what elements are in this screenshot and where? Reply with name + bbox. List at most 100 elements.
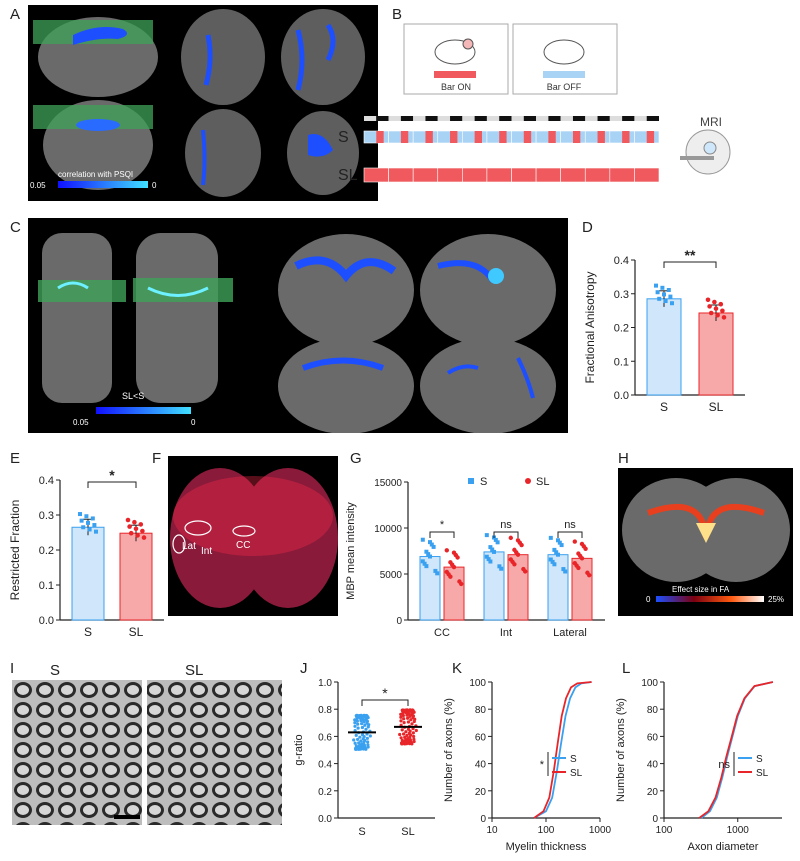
g-ratio-point-s: [364, 727, 368, 731]
g-ratio-point-sl: [400, 728, 404, 732]
data-point-s: [428, 540, 432, 545]
data-point-sl: [718, 301, 724, 307]
sl-bar-on: [634, 167, 660, 183]
y-axis-label: Number of axons (%): [615, 698, 627, 802]
colorbar-c: [96, 407, 191, 414]
g-ratio-point-sl: [399, 715, 403, 719]
sagittal-mouse: [42, 233, 112, 403]
s-bar-on: [474, 131, 482, 143]
y-tick-label: 0.0: [318, 814, 332, 825]
bar-cc-s: [419, 556, 441, 621]
data-point-s: [493, 537, 498, 542]
data-point-s: [662, 292, 666, 297]
data-point-s: [655, 290, 660, 295]
g-ratio-point-s: [364, 717, 368, 721]
bar-s: [71, 526, 105, 621]
data-point-s: [488, 545, 493, 550]
s-bar-off: [412, 130, 439, 144]
sl-bar-on: [363, 167, 389, 183]
x-tick-label: SL: [129, 625, 144, 639]
dark-phase: [499, 116, 512, 121]
x-tick-label: SL: [709, 400, 724, 414]
mbp-right-hemisphere: [238, 468, 338, 608]
panel-letter-e: E: [10, 450, 21, 467]
g-ratio-point-sl: [410, 742, 414, 746]
significance-bracket: [663, 261, 717, 268]
cdf-line-s: [533, 681, 592, 819]
blue-axial-1: [203, 34, 213, 86]
g-ratio-point-s: [362, 720, 366, 724]
light-phase: [634, 116, 647, 121]
h-effect-peak: [696, 523, 716, 543]
x-tick-label: 1000: [727, 825, 750, 836]
data-point-s: [663, 299, 668, 304]
significance-marker: ns: [500, 519, 512, 531]
data-point-s: [486, 557, 491, 562]
y-tick-label: 80: [647, 705, 659, 716]
roi-lat: [172, 534, 186, 554]
y-axis-label: Fractional Anisotropy: [583, 271, 597, 383]
data-point-s: [428, 554, 432, 559]
y-tick-label: 0.1: [39, 580, 54, 592]
y-tick-label: 0: [396, 616, 402, 627]
chart-d: 0.0 0.1 0.2 0.3 0.4 Fractional Anisotropy S SL *…: [583, 247, 745, 414]
panel-letter-k: K: [452, 660, 463, 677]
y-tick-label: 40: [647, 760, 659, 771]
g-ratio-point-s: [353, 718, 357, 722]
data-point-s: [79, 518, 84, 523]
g-ratio-point-s: [358, 735, 362, 739]
g-ratio-point-sl: [409, 733, 413, 737]
light-phase: [585, 116, 598, 121]
legend-label-s: S: [570, 754, 577, 765]
data-point-sl: [576, 551, 581, 556]
legend-sig: *: [540, 759, 545, 771]
data-point-s: [559, 543, 564, 548]
light-phase: [486, 116, 500, 121]
panel-c-svg: SL<S 0.05 0: [38, 233, 556, 433]
panel-letter-f: F: [152, 450, 162, 467]
coronal-slice-4: [420, 338, 556, 433]
dark-phase: [548, 116, 561, 121]
s-bar-on: [572, 131, 581, 143]
sl-bar-on: [560, 167, 586, 183]
data-point-sl: [515, 538, 521, 543]
blue-axial-2: [295, 23, 336, 91]
g-ratio-point-s: [360, 722, 364, 726]
blue-cluster-coronal: [76, 119, 120, 131]
blue-slice-1: [294, 256, 397, 283]
significance-marker: *: [440, 519, 445, 531]
blue-slice-4: [446, 357, 535, 399]
light-phase: [413, 116, 426, 121]
em-label-s: S: [50, 662, 61, 679]
bar-int-sl: [507, 554, 529, 621]
g-ratio-point-s: [359, 739, 363, 743]
g-ratio-point-sl: [410, 711, 414, 715]
g-ratio-point-sl: [401, 732, 406, 736]
x-tick-label: SL: [401, 826, 414, 838]
data-point-s: [654, 283, 658, 288]
x-tick-label: S: [358, 826, 365, 838]
cyan-sag: [57, 281, 89, 290]
x-axis-label: Axon diameter: [688, 841, 759, 853]
g-ratio-point-s: [362, 734, 366, 739]
bar-off-label: Bar OFF: [547, 82, 582, 92]
data-point-s: [94, 529, 98, 534]
horizontal-mouse: [136, 233, 218, 403]
sl-bar-on: [584, 167, 611, 183]
g-ratio-point-sl: [405, 733, 409, 738]
g-ratio-point-s: [365, 719, 370, 723]
data-point-s: [554, 550, 559, 555]
x-tick-label: 1000: [589, 825, 612, 836]
g-ratio-point-sl: [398, 732, 402, 737]
g-ratio-point-s: [356, 715, 360, 720]
g-ratio-point-sl: [406, 720, 411, 724]
data-point-s: [429, 542, 434, 547]
y-axis-label: g-ratio: [293, 734, 305, 765]
em-image-sl: [147, 680, 282, 825]
y-tick-label: 60: [475, 732, 487, 743]
data-point-sl: [572, 539, 577, 544]
em-label-sl: SL: [185, 662, 204, 679]
chart-l: 0 20 40 60 80 100 Number of axons (%) 100 1000 Ax…: [615, 678, 782, 853]
s-bar-on: [622, 131, 630, 143]
g-ratio-point-sl: [403, 735, 407, 739]
